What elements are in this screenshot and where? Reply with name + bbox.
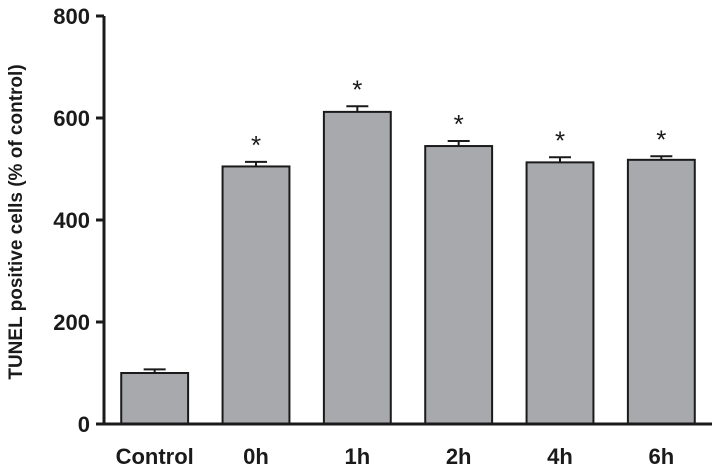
x-axis-tick-labels: Control 0h 1h 2h 4h 6h (116, 444, 675, 469)
y-tick-label: 400 (53, 208, 90, 233)
y-tick-label: 0 (78, 412, 90, 437)
bar (525, 161, 595, 425)
significance-marker: * (251, 130, 261, 160)
bar (322, 110, 392, 425)
significance-marker: * (454, 109, 464, 139)
x-tick-label: 0h (243, 444, 269, 469)
y-axis-title: TUNEL positive cells (% of control) (6, 64, 27, 379)
bar-series: * * * * * (120, 74, 696, 426)
y-tick-label: 200 (53, 310, 90, 335)
x-tick-label: 6h (648, 444, 674, 469)
significance-marker: * (555, 125, 565, 155)
y-tick-label: 600 (53, 106, 90, 131)
x-tick-label: 2h (446, 444, 472, 469)
bar (120, 372, 190, 425)
bar (221, 165, 291, 425)
x-tick-label: Control (116, 444, 194, 469)
y-axis-ticks: 0 200 400 600 800 (53, 4, 104, 437)
bar (424, 145, 494, 426)
significance-marker: * (656, 124, 666, 154)
y-tick-label: 800 (53, 4, 90, 29)
x-tick-label: 4h (547, 444, 573, 469)
bar (626, 158, 696, 425)
x-tick-label: 1h (344, 444, 370, 469)
significance-marker: * (352, 74, 362, 104)
